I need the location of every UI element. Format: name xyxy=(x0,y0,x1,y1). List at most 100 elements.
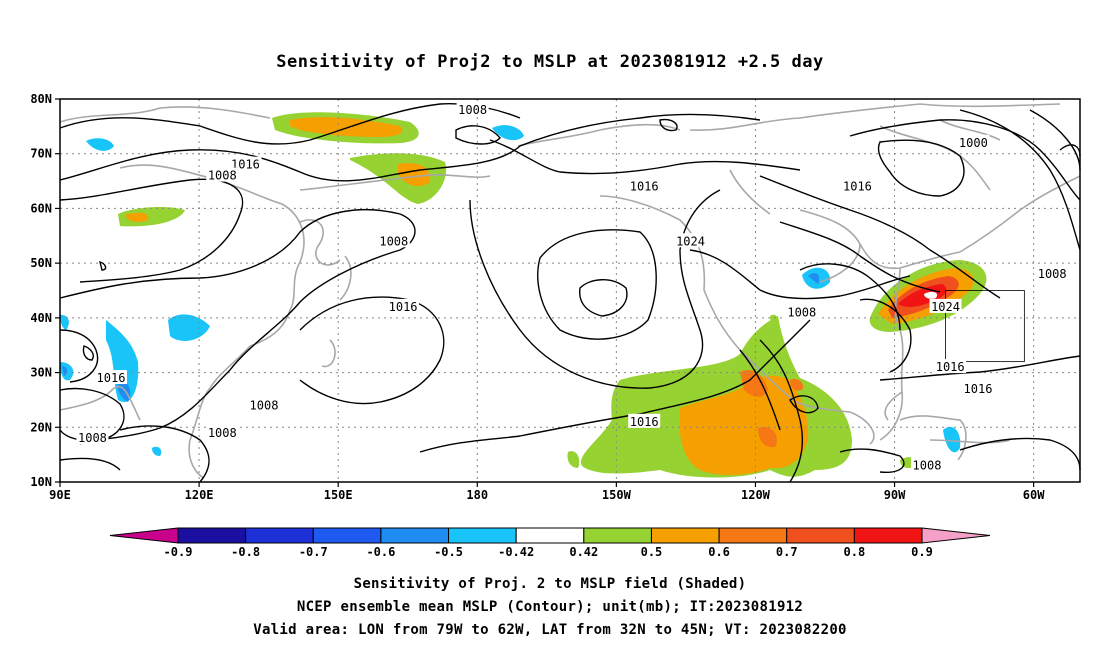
shade-positive-small xyxy=(770,314,779,328)
map-frame xyxy=(59,98,1081,483)
contour-label-bg xyxy=(1036,266,1069,281)
contour-label: 1008 xyxy=(913,459,942,473)
contour-label-bg xyxy=(674,233,707,248)
shade-negative-1 xyxy=(86,138,114,151)
lon-tick-label: 180 xyxy=(466,488,488,502)
shade-negative-8 xyxy=(943,426,961,453)
colorbar-bin xyxy=(448,527,517,544)
shade-positive-epac-6 xyxy=(567,451,580,468)
caption-valid-area: Valid area: LON from 79W to 62W, LAT fro… xyxy=(253,622,847,638)
contour-label: 1008 xyxy=(379,234,408,248)
colorbar-bin xyxy=(312,527,382,544)
contour-label: 1008 xyxy=(250,398,279,412)
contour-label-bg xyxy=(76,430,109,445)
shade-positive-siberia-core xyxy=(125,212,149,223)
colorbar-bin xyxy=(853,527,923,544)
contour-label: 1008 xyxy=(458,103,487,117)
colorbar-bin xyxy=(650,527,720,544)
contour-label: 1016 xyxy=(97,371,126,385)
shade-positive-chukchi-core xyxy=(398,162,431,187)
contour-label: 1016 xyxy=(389,300,418,314)
contour-label: 1016 xyxy=(630,415,659,429)
colorbar-bin xyxy=(786,527,855,544)
contour-label-bg xyxy=(957,134,990,149)
shade-positive-epac-2 xyxy=(679,375,809,476)
shade-positive-epac-3 xyxy=(740,370,768,397)
colorbar-bin xyxy=(718,527,788,544)
contour-label-bg xyxy=(229,156,262,171)
colorbar-bin xyxy=(515,527,585,544)
shade-negative-2 xyxy=(492,125,524,141)
contour-label-bg xyxy=(248,397,280,412)
shade-negative-7b xyxy=(808,273,820,284)
contour-label-bg xyxy=(841,178,874,193)
lon-tick-label: 150E xyxy=(324,488,353,502)
colorbar-under-triangle xyxy=(109,527,179,544)
shade-positive-epac-5 xyxy=(790,378,804,391)
contour-label-bg xyxy=(206,424,239,439)
colorbar-over-triangle xyxy=(921,527,991,544)
colorbar: -0.9 -0.8 -0.7 -0.6 -0.5 -0.42 0.42 0.5 0.6 0.7 0.… xyxy=(109,527,991,559)
valid-area-box xyxy=(945,290,1025,363)
lon-tick-label: 120E xyxy=(185,488,214,502)
colorbar-bin xyxy=(583,527,652,544)
colorbar-label: 0.8 xyxy=(844,545,866,559)
lat-tick-label: 30N xyxy=(30,366,52,380)
colorbar-bin xyxy=(177,527,247,544)
contour-label-bg xyxy=(206,167,239,182)
contour-label-bg xyxy=(785,304,818,319)
lat-tick-label: 20N xyxy=(30,420,52,434)
contour-label-bg xyxy=(628,178,661,193)
colorbar-label: 0.5 xyxy=(641,545,663,559)
contour-label-bg xyxy=(456,101,489,116)
contour-label: 1016 xyxy=(630,180,659,194)
colorbar-bin xyxy=(245,527,314,544)
lat-tick-label: 10N xyxy=(30,475,52,489)
lon-tick-label: 150W xyxy=(602,488,632,502)
colorbar-label: -0.9 xyxy=(164,545,193,559)
contour-label-bg xyxy=(628,413,661,428)
colorbar-label: -0.7 xyxy=(299,545,328,559)
figure-title: Sensitivity of Proj2 to MSLP at 20230819… xyxy=(276,52,823,72)
lon-tick-label: 90E xyxy=(49,488,71,502)
lat-tick-label: 80N xyxy=(30,92,52,106)
shade-negative-4 xyxy=(60,314,69,330)
colorbar-label: -0.6 xyxy=(366,545,395,559)
shade-positive-eastcoast-4 xyxy=(898,284,947,307)
colorbar-bin xyxy=(380,527,450,544)
contour-label-bg xyxy=(929,298,962,313)
contour-label: 1008 xyxy=(208,426,237,440)
lat-tick-label: 50N xyxy=(30,256,52,270)
contour-label-bg xyxy=(934,359,967,374)
colorbar-label: 0.42 xyxy=(569,545,598,559)
contour-label-bg xyxy=(95,370,127,385)
shade-negative-5b xyxy=(62,366,68,376)
contour-label-bg xyxy=(962,380,994,395)
map-panel: 1008 1016 1008 1008 1016 1016 1024 1016 1008 1000… xyxy=(59,98,1081,483)
caption-shading: Sensitivity of Proj. 2 to MSLP field (Sh… xyxy=(354,576,747,592)
colorbar-label: -0.8 xyxy=(231,545,260,559)
caption-contour: NCEP ensemble mean MSLP (Contour); unit(… xyxy=(297,599,803,615)
contour-label: 1008 xyxy=(1038,267,1067,281)
contour-label: 1008 xyxy=(208,169,237,183)
contour-label: 1016 xyxy=(936,360,965,374)
longitude-axis: 90E 120E 150E 180 150W 120W 90W 60W xyxy=(49,482,1045,502)
colorbar-label: 0.6 xyxy=(708,545,730,559)
shade-positive-eastcoast-5 xyxy=(924,291,938,299)
contour-labels: 1008 1016 1008 1008 1016 1016 1024 1016 1008 1000… xyxy=(76,101,1069,473)
shade-positive-epac-4 xyxy=(758,426,777,448)
lat-tick-label: 60N xyxy=(30,201,52,215)
colorbar-label: 0.7 xyxy=(776,545,798,559)
contour-label: 1000 xyxy=(959,136,988,150)
lon-tick-label: 120W xyxy=(741,488,771,502)
contour-label: 1024 xyxy=(676,234,705,248)
shade-negative-9 xyxy=(152,446,162,456)
contour-label-bg xyxy=(377,233,410,248)
contour-label: 1016 xyxy=(964,382,993,396)
shade-negative-6 xyxy=(106,320,139,403)
contour-label-bg xyxy=(387,298,420,313)
lon-tick-label: 60W xyxy=(1023,488,1045,502)
lat-tick-label: 40N xyxy=(30,311,52,325)
colorbar-label: -0.5 xyxy=(434,545,463,559)
